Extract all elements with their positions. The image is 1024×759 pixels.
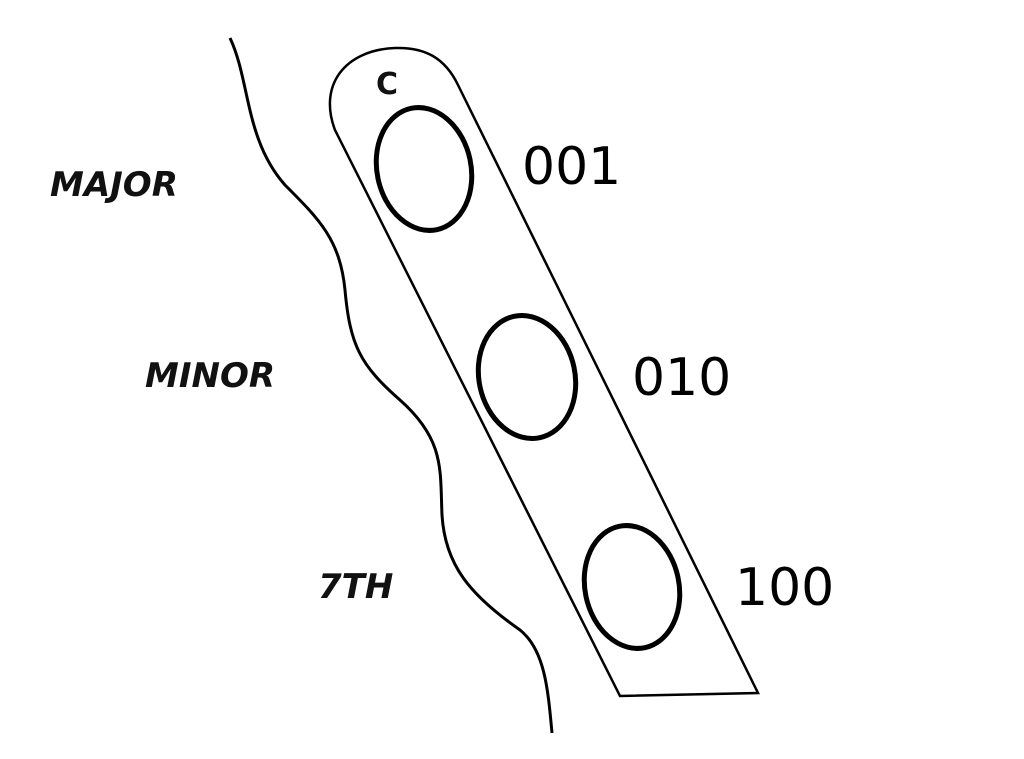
chord-label-major: MAJOR — [50, 165, 178, 205]
chord-label-7th: 7TH — [318, 567, 393, 607]
chord-label-minor: MINOR — [145, 356, 275, 396]
button-7th[interactable] — [573, 517, 691, 658]
code-label-minor: 010 — [632, 348, 731, 408]
code-label-major: 001 — [522, 137, 621, 197]
button-major[interactable] — [365, 99, 483, 240]
code-label-7th: 100 — [735, 558, 834, 618]
button-minor[interactable] — [467, 306, 587, 447]
key-strip-outline — [328, 46, 760, 698]
wavy-edge-line — [228, 37, 554, 734]
key-label: C — [376, 67, 398, 102]
